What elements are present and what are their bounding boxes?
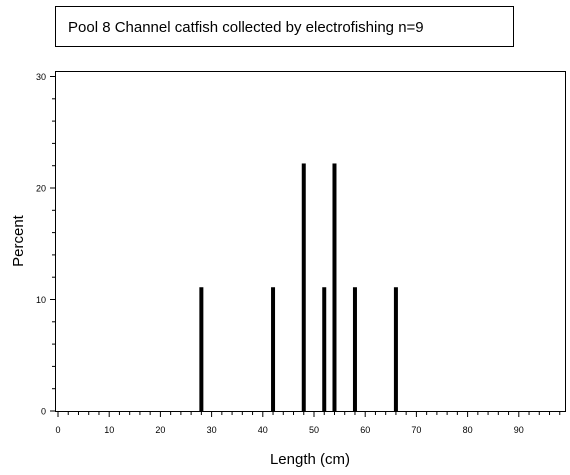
bar bbox=[352, 287, 357, 411]
y-axis-label: Percent bbox=[10, 214, 27, 267]
x-tick-label: 50 bbox=[309, 425, 319, 435]
y-tick-label: 0 bbox=[41, 407, 46, 417]
y-tick-label: 10 bbox=[36, 295, 46, 305]
bar bbox=[322, 287, 327, 411]
bar bbox=[199, 287, 204, 411]
x-axis-label: Length (cm) bbox=[270, 451, 350, 468]
bar bbox=[301, 163, 306, 411]
bars bbox=[199, 163, 398, 411]
x-tick-label: 20 bbox=[155, 425, 165, 435]
x-axis: 0 10 20 30 40 50 60 70 80 90 bbox=[55, 412, 561, 435]
x-tick-label: 0 bbox=[55, 425, 60, 435]
x-tick-label: 70 bbox=[411, 425, 421, 435]
x-tick-label: 10 bbox=[104, 425, 114, 435]
x-tick-label: 40 bbox=[258, 425, 268, 435]
bar bbox=[393, 287, 398, 411]
bar bbox=[271, 287, 276, 411]
bar bbox=[332, 163, 337, 411]
x-tick-label: 60 bbox=[360, 425, 370, 435]
y-axis: 0 10 20 30 bbox=[36, 72, 55, 417]
plot-frame bbox=[55, 71, 566, 412]
x-tick-label: 90 bbox=[514, 425, 524, 435]
y-tick-label: 20 bbox=[36, 184, 46, 194]
x-tick-label: 80 bbox=[463, 425, 473, 435]
chart-title: Pool 8 Channel catfish collected by elec… bbox=[55, 6, 514, 47]
y-tick-label: 30 bbox=[36, 72, 46, 82]
x-tick-label: 30 bbox=[207, 425, 217, 435]
